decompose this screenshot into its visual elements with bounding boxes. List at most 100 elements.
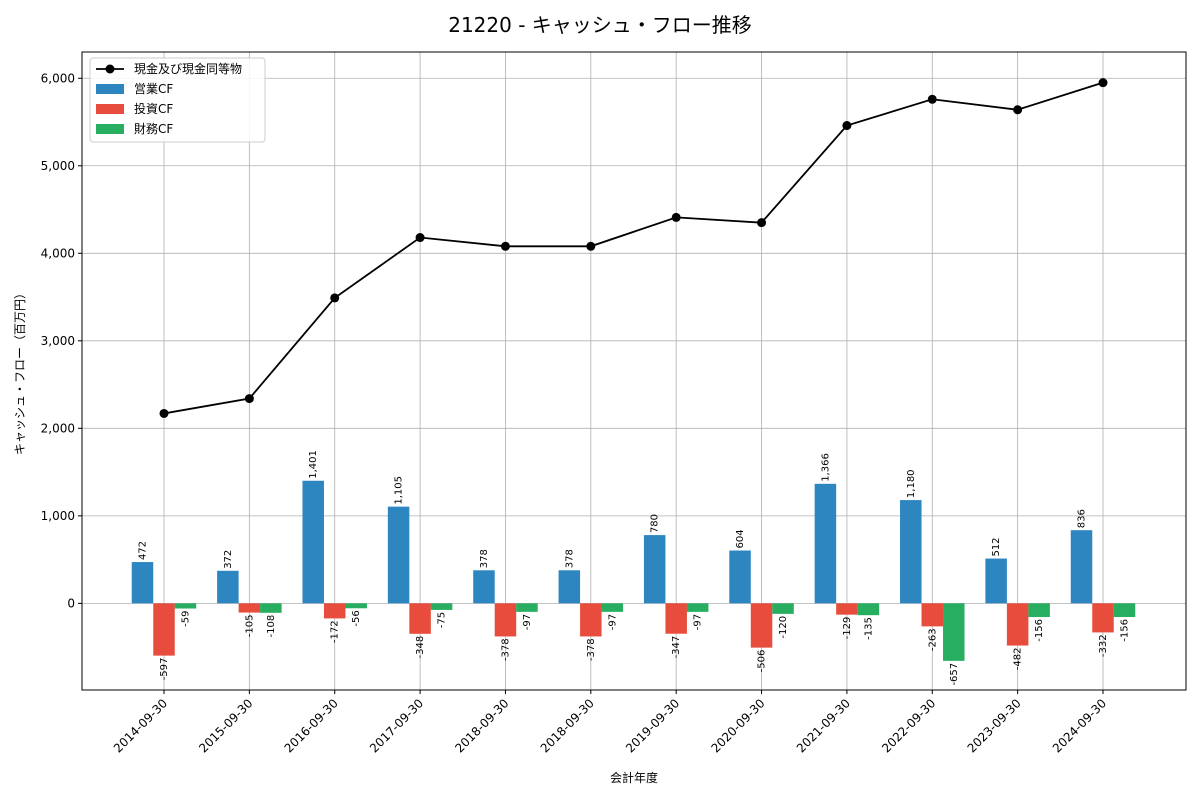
bar-data-label: 780 (650, 514, 661, 533)
legend-label: 営業CF (134, 82, 173, 96)
bar (729, 550, 751, 604)
line-layer (159, 78, 1108, 418)
bar (1028, 603, 1050, 618)
cash-point (757, 218, 767, 228)
bar (409, 603, 431, 634)
bar (323, 603, 346, 619)
bar (494, 603, 517, 637)
bar (260, 603, 282, 613)
cash-line (163, 81, 1104, 415)
bar-data-label: 378 (479, 549, 490, 568)
bar (516, 603, 538, 612)
bar (665, 603, 687, 634)
bar (580, 603, 602, 637)
y-tick-label: 1,000 (41, 509, 75, 523)
bar (238, 603, 261, 613)
bar-data-label: 372 (223, 550, 234, 569)
x-tick-label: 2023-09-30 (965, 696, 1024, 755)
bar-data-label: -156 (1034, 619, 1045, 642)
cash-point (1013, 105, 1023, 115)
bars-layer: 472 372 1,401 1,105 378 378 780 604 1,366 1,180 51… (131, 450, 1136, 686)
bar-data-label: -135 (863, 617, 874, 640)
y-tick-label: 6,000 (41, 71, 75, 85)
x-tick-label: 2018-09-30 (538, 696, 597, 755)
bar-data-label: 512 (991, 537, 1002, 556)
legend-label: 財務CF (134, 121, 173, 136)
bar-data-label: -348 (415, 636, 426, 659)
bar-data-label: 472 (138, 541, 149, 560)
bar-data-label: -97 (607, 614, 618, 630)
bar (857, 603, 880, 616)
bar-data-label: 1,180 (906, 469, 917, 498)
legend-box (89, 57, 266, 143)
bar (836, 603, 858, 615)
bar-data-label: -75 (437, 612, 448, 628)
bar (601, 603, 624, 612)
bar-data-label: -172 (330, 620, 341, 643)
bar (643, 535, 666, 604)
bar (430, 603, 453, 610)
bar-data-label: -129 (842, 617, 853, 640)
bar-data-label: -657 (949, 663, 960, 686)
bar-data-label: 1,366 (820, 453, 831, 482)
bar (345, 603, 367, 609)
bar-data-label: -332 (1098, 634, 1109, 657)
bar (772, 603, 794, 614)
bar (174, 603, 197, 609)
bar (686, 603, 709, 612)
bar (387, 506, 410, 604)
legend-marker (105, 64, 115, 74)
bar-data-label: 1,105 (394, 476, 405, 505)
bar-data-label: -506 (757, 650, 768, 673)
y-tick-label: 4,000 (41, 246, 75, 260)
bar-data-label: 378 (564, 549, 575, 568)
bar (1006, 603, 1029, 646)
x-tick-label: 2020-09-30 (708, 696, 767, 755)
x-tick-label: 2019-09-30 (623, 696, 682, 755)
legend-swatch (96, 104, 124, 114)
x-tick-label: 2014-09-30 (111, 696, 170, 755)
bar-data-label: -378 (500, 638, 511, 661)
y-tick-label: 5,000 (41, 159, 75, 173)
bar (900, 500, 922, 604)
bar (558, 570, 581, 604)
y-tick-label: 3,000 (41, 334, 75, 348)
grid-layer (82, 52, 1186, 690)
bar-data-label: -97 (522, 614, 533, 630)
bar-data-label: -597 (159, 658, 170, 681)
cash-point (244, 394, 254, 404)
cash-point (927, 94, 937, 104)
bar-data-label: -482 (1013, 648, 1024, 671)
y-tick-label: 0 (67, 596, 75, 610)
cash-point (842, 121, 852, 131)
cash-point (586, 241, 596, 251)
x-tick-label: 2022-09-30 (879, 696, 938, 755)
cash-point (330, 293, 340, 303)
bar-data-label: -378 (586, 638, 597, 661)
bar (473, 570, 495, 604)
bar-data-label: -156 (1120, 619, 1131, 642)
chart-title: 21220 - キャッシュ・フロー推移 (448, 13, 752, 37)
plot-frame (81, 51, 1187, 691)
x-tick-label: 2015-09-30 (196, 696, 255, 755)
bar (1092, 603, 1114, 633)
legend-label: 現金及び現金同等物 (134, 61, 242, 76)
x-tick-label: 2021-09-30 (794, 696, 853, 755)
bar (921, 603, 944, 627)
bar-data-label: -105 (244, 615, 255, 638)
bar (217, 570, 239, 604)
bar-data-label: -347 (671, 636, 682, 659)
bar (943, 603, 965, 661)
bar-data-label: 1,401 (308, 450, 319, 479)
bar-data-label: -120 (778, 616, 789, 639)
bar-data-label: 604 (735, 529, 746, 548)
cash-point (671, 212, 681, 222)
bar (131, 562, 154, 604)
legend-swatch (96, 84, 124, 94)
bar (985, 558, 1007, 604)
x-tick-label: 2017-09-30 (367, 696, 426, 755)
bar (750, 603, 773, 648)
y-tick-label: 2,000 (41, 421, 75, 435)
